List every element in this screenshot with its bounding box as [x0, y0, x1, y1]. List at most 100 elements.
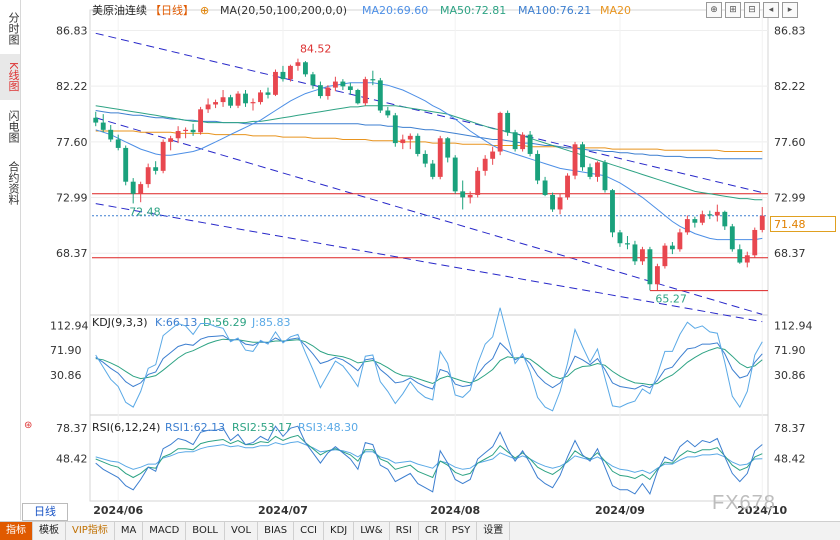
candle-body	[490, 151, 496, 159]
price-axis-label-right: 77.60	[774, 136, 806, 149]
candle-body	[145, 167, 151, 185]
candle-body	[437, 138, 443, 177]
price-axis-label-left: 77.60	[56, 136, 88, 149]
indicator-tab-3[interactable]: MA	[115, 522, 144, 540]
ma50-line	[95, 105, 763, 201]
rsi-axis-label-right: 48.42	[774, 453, 806, 466]
candle-body	[467, 194, 473, 198]
candle-body	[610, 190, 615, 233]
period-label: 【日线】	[150, 3, 194, 17]
ma100-value: MA100:76.21	[518, 4, 591, 17]
tab-contract-info[interactable]: 合约资料	[7, 161, 20, 205]
indicator-tab-11[interactable]: RSI	[390, 522, 419, 540]
indicator-tab-8[interactable]: CCI	[294, 522, 325, 540]
candle-body	[722, 211, 728, 227]
candle-body	[235, 93, 241, 106]
indicator-tab-5[interactable]: BOLL	[186, 522, 225, 540]
candle-body	[355, 90, 361, 104]
left-low-annotation: 72.48	[129, 206, 161, 219]
candle-body	[280, 71, 286, 80]
candle-body	[385, 110, 391, 116]
kdj-d: D:56.29	[203, 316, 247, 329]
indicator-settings-icon: ⊛	[24, 420, 32, 431]
price-axis-label-right: 86.83	[774, 25, 806, 38]
candle-body	[654, 266, 660, 285]
right-icon[interactable]: ▸	[782, 2, 798, 18]
indicator-tab-7[interactable]: BIAS	[258, 522, 295, 540]
candle-body	[250, 102, 256, 104]
high-annotation: 84.52	[300, 42, 332, 55]
candle-body	[662, 245, 668, 267]
period-selector[interactable]: 日线	[22, 503, 68, 521]
candle-body	[460, 191, 466, 198]
indicator-tab-12[interactable]: CR	[419, 522, 446, 540]
indicator-tab-bar: 指标 模板 VIP指标 MA MACD BOLL VOL BIAS CCI KDJ LW& RSI CR…	[0, 521, 840, 540]
candle-body	[422, 153, 428, 164]
candle-body	[595, 162, 600, 177]
plot-frame	[89, 9, 769, 502]
candle-body	[737, 249, 743, 263]
candle-body	[213, 102, 219, 105]
candle-body	[228, 97, 233, 106]
candle-body	[160, 141, 166, 171]
zoom-out-icon[interactable]: ⊟	[744, 2, 760, 18]
kdj-d-line	[95, 338, 763, 386]
indicator-tab-10[interactable]: LW&	[354, 522, 390, 540]
candle-body	[370, 79, 376, 81]
tab-timeshare[interactable]: 分时图	[7, 11, 20, 45]
candle-body	[347, 86, 353, 91]
price-axis-label-left: 86.83	[56, 25, 88, 38]
candle-body	[482, 158, 488, 171]
price-axis-label-right: 82.22	[774, 80, 806, 93]
expand-icon[interactable]: ⊕	[706, 2, 722, 18]
candle-body	[639, 249, 645, 262]
candle-body	[198, 109, 204, 133]
candle-body	[512, 132, 518, 150]
candle-body	[632, 244, 638, 262]
tab-kline[interactable]: K线图	[0, 54, 20, 100]
rsi2-line	[95, 434, 763, 481]
candle-body	[707, 214, 713, 216]
candle-body	[362, 79, 368, 104]
candle-body	[273, 71, 278, 95]
indicator-tab-4[interactable]: MACD	[143, 522, 187, 540]
candle-body	[168, 138, 174, 142]
rsi3: RSI3:48.30	[298, 421, 358, 434]
indicator-tab-9[interactable]: KDJ	[324, 522, 355, 540]
indicator-tab-0[interactable]: 指标	[0, 522, 33, 540]
chart-toolbar: ⊕ ⊞ ⊟ ◂ ▸	[706, 2, 798, 18]
candle-body	[452, 157, 458, 192]
left-tab-bar: 分时图 K线图 闪电图 合约资料	[0, 0, 21, 520]
indicator-tab-2[interactable]: VIP指标	[66, 522, 115, 540]
tab-flash[interactable]: 闪电图	[7, 109, 20, 143]
zoom-in-icon[interactable]: ⊞	[725, 2, 741, 18]
ma20-value: MA20:69.60	[362, 4, 428, 17]
candle-body	[565, 175, 570, 198]
candle-body	[302, 62, 308, 75]
indicator-tab-13[interactable]: PSY	[446, 522, 478, 540]
kdj-k: K:66.13	[155, 316, 197, 329]
price-axis-label-left: 82.22	[56, 80, 88, 93]
indicator-tab-6[interactable]: VOL	[225, 522, 259, 540]
date-axis-label: 2024/10	[737, 504, 787, 517]
candle-body	[93, 117, 99, 123]
candle-body	[445, 138, 451, 158]
kline-chart[interactable]: 86.83 86.83 82.22 82.22 77.60 77.60 72.99 72.99…	[0, 0, 840, 521]
price-axis-label-left: 68.37	[56, 247, 88, 260]
price-axis-label-left: 72.99	[56, 192, 88, 205]
indicator-tab-1[interactable]: 模板	[33, 522, 66, 540]
candle-body	[505, 112, 511, 133]
low-annotation: 65.27	[655, 293, 687, 306]
left-icon[interactable]: ◂	[763, 2, 779, 18]
instrument-name: 美原油连续	[92, 3, 147, 17]
kdj-axis-label-right: 71.90	[774, 344, 806, 357]
candle-body	[123, 147, 129, 182]
candle-body	[220, 97, 226, 103]
candle-body	[527, 134, 533, 154]
candle-body	[692, 219, 698, 223]
date-axis-label: 2024/08	[430, 504, 480, 517]
indicator-tab-14[interactable]: 设置	[477, 522, 511, 540]
ma200-line	[95, 130, 763, 152]
candle-body	[729, 226, 735, 250]
candle-body	[744, 255, 750, 263]
